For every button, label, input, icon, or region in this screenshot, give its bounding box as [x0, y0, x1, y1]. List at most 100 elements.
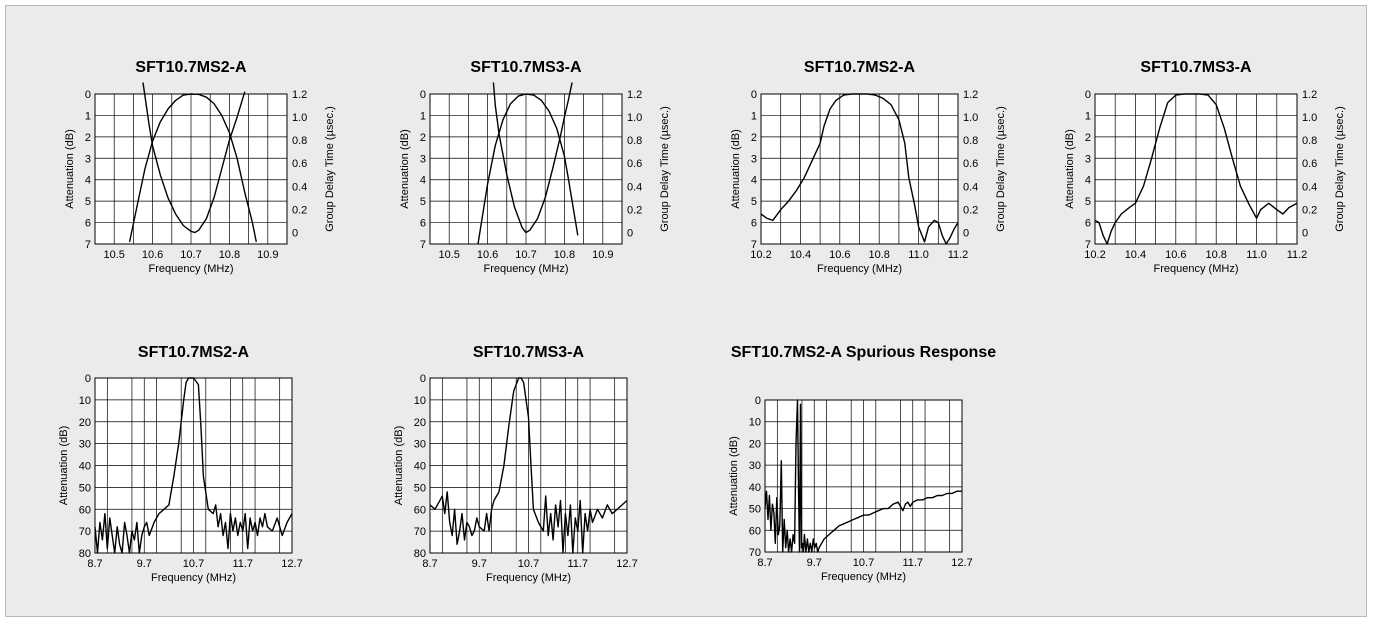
x-tick-label: 10.4 [790, 249, 811, 261]
y-tick-label: 4 [751, 175, 757, 187]
chart-title: SFT10.7MS2-A Spurious Response [731, 344, 996, 361]
y-tick-label: 70 [414, 526, 426, 538]
chart-2: 10.5 10.6 10.7 10.8 10.9 0 1 2 3 4 5 6 7 1.2 1.0 0.8 0.6… [399, 59, 671, 275]
y-tick-label: 40 [749, 482, 761, 494]
y-axis-label: Attenuation (dB) [728, 436, 740, 516]
y-tick-label: 7 [85, 239, 91, 251]
chart-title: SFT10.7MS2-A [135, 59, 247, 76]
y-axis-label: Attenuation (dB) [58, 426, 70, 506]
series-line-1 [429, 377, 628, 554]
y-tick-label: 10 [414, 395, 426, 407]
series-line-2 [142, 82, 246, 234]
x-axis-label: Frequency (MHz) [817, 263, 902, 275]
x-tick-label: 8.7 [422, 558, 437, 570]
chart-5: 8.7 9.7 10.7 11.7 12.7 0 10 20 30 40 50 60 70 80 SFT10… [58, 344, 303, 584]
y2-tick-label: 0.6 [1302, 158, 1317, 170]
x-tick-label: 9.7 [472, 558, 487, 570]
y2-tick-label: 0 [1302, 227, 1308, 239]
y-tick-label: 6 [420, 218, 426, 230]
x-tick-label: 12.7 [951, 557, 972, 569]
x-tick-label: 10.6 [829, 249, 850, 261]
y2-tick-label: 0.2 [963, 204, 978, 216]
y2-tick-label: 0 [292, 227, 298, 239]
series-line-1 [128, 93, 257, 243]
y-tick-label: 5 [751, 196, 757, 208]
y2-tick-label: 0.2 [627, 204, 642, 216]
x-tick-label: 10.8 [868, 249, 889, 261]
y-tick-label: 10 [749, 417, 761, 429]
y-tick-label: 5 [1085, 196, 1091, 208]
y-tick-label: 1 [751, 110, 757, 122]
y2-tick-label: 0.4 [292, 181, 307, 193]
y-tick-label: 2 [420, 132, 426, 144]
x-tick-label: 12.7 [616, 558, 637, 570]
y-tick-label: 80 [79, 548, 91, 560]
x-tick-label: 10.2 [750, 249, 771, 261]
y-tick-label: 4 [85, 175, 91, 187]
x-tick-label: 10.5 [438, 249, 459, 261]
y-tick-label: 20 [749, 438, 761, 450]
y-tick-label: 20 [414, 417, 426, 429]
x-axis-label: Frequency (MHz) [1154, 263, 1239, 275]
chart-4: 10.2 10.4 10.6 10.8 11.0 11.2 0 1 2 3 4 5 6 7 1.2 1.0 0.… [1064, 59, 1346, 275]
x-tick-label: 10.8 [1205, 249, 1226, 261]
x-tick-label: 10.2 [1084, 249, 1105, 261]
y-tick-label: 1 [1085, 110, 1091, 122]
y-tick-label: 7 [1085, 239, 1091, 251]
x-tick-label: 10.7 [515, 249, 536, 261]
chart-3: 10.2 10.4 10.6 10.8 11.0 11.2 0 1 2 3 4 5 6 7 1.2 1.0 0.… [730, 59, 1007, 275]
y-tick-label: 2 [751, 132, 757, 144]
x-tick-label: 9.7 [807, 557, 822, 569]
series-line-1 [477, 93, 579, 245]
x-tick-label: 10.6 [1165, 249, 1186, 261]
y2-tick-label: 1.0 [963, 112, 978, 124]
chart-title: SFT10.7MS3-A [470, 59, 582, 76]
chart-1: 10.5 10.6 10.7 10.8 10.9 0 1 2 3 4 5 6 7 1.2 1.0 0.8 0.6… [64, 59, 336, 275]
y2-tick-label: 1.2 [963, 89, 978, 101]
y-axis-label: Attenuation (dB) [393, 426, 405, 506]
chart-title: SFT10.7MS2-A [138, 344, 250, 361]
series-line-2 [492, 82, 573, 234]
y2-tick-label: 0.2 [292, 204, 307, 216]
y-tick-label: 7 [751, 239, 757, 251]
y-tick-label: 50 [749, 504, 761, 516]
x-tick-label: 11.7 [567, 558, 588, 570]
y-axis-label: Attenuation (dB) [1064, 129, 1076, 209]
y2-tick-label: 0.6 [963, 158, 978, 170]
y2-tick-label: 0.4 [627, 181, 642, 193]
x-axis-label: Frequency (MHz) [821, 571, 906, 583]
y-tick-label: 0 [420, 373, 426, 385]
y-tick-label: 1 [85, 110, 91, 122]
y2-tick-label: 0.4 [1302, 181, 1317, 193]
y2-tick-label: 0.8 [627, 135, 642, 147]
y-tick-label: 6 [1085, 218, 1091, 230]
y-tick-label: 40 [414, 461, 426, 473]
y-tick-label: 50 [414, 482, 426, 494]
x-tick-label: 8.7 [757, 557, 772, 569]
y2-tick-label: 1.2 [1302, 89, 1317, 101]
y-tick-label: 4 [420, 175, 426, 187]
y2-axis-label: Group Delay Time (µsec.) [659, 106, 671, 232]
y-tick-label: 0 [85, 89, 91, 101]
x-tick-label: 11.7 [902, 557, 923, 569]
y-tick-label: 0 [751, 89, 757, 101]
chart-6: 8.7 9.7 10.7 11.7 12.7 0 10 20 30 40 50 60 70 80 SFT10… [393, 344, 638, 584]
x-tick-label: 11.2 [1287, 249, 1308, 261]
y-tick-label: 50 [79, 482, 91, 494]
x-axis-label: Frequency (MHz) [149, 263, 234, 275]
x-tick-label: 11.2 [948, 249, 969, 261]
series-line-1 [764, 399, 962, 553]
series-line-1 [1094, 93, 1298, 245]
y2-tick-label: 0 [963, 227, 969, 239]
chart-title: SFT10.7MS2-A [804, 59, 916, 76]
y-tick-label: 60 [79, 504, 91, 516]
y-tick-label: 3 [85, 153, 91, 165]
y-tick-label: 20 [79, 417, 91, 429]
x-tick-label: 10.5 [103, 249, 124, 261]
y-tick-label: 4 [1085, 175, 1091, 187]
series-line-1 [760, 93, 959, 245]
y-tick-label: 30 [749, 460, 761, 472]
x-tick-label: 10.7 [183, 558, 204, 570]
x-axis-label: Frequency (MHz) [486, 572, 571, 584]
